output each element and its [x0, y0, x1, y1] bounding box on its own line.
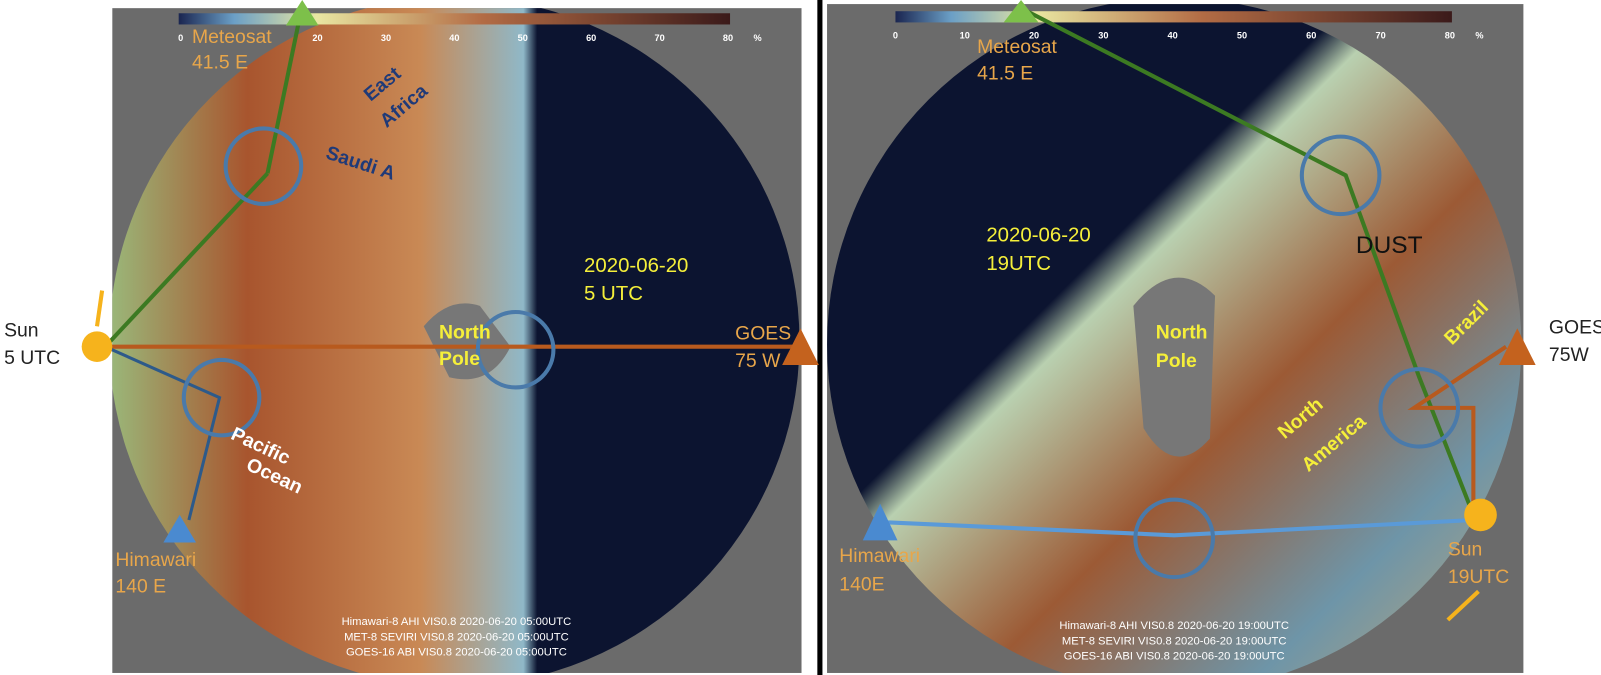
highlight-ring — [1299, 134, 1382, 217]
colorbar-tick-label: 50 — [518, 33, 528, 43]
himawari-marker — [163, 514, 197, 543]
colorbar-tick-label: 0 — [893, 31, 898, 41]
region-label: Pole — [439, 348, 480, 370]
colorbar-tick-label: 70 — [1375, 31, 1385, 41]
satellite-lon: 75 W — [735, 350, 781, 372]
footer-line: GOES-16 ABI VIS0.8 2020-06-20 19:00UTC — [1064, 651, 1285, 663]
highlight-ring — [475, 309, 556, 390]
satellite-lon: 75W — [1549, 344, 1590, 366]
himawari-line — [104, 345, 222, 521]
colorbar-ticks: 0 10 20 30 40 50 60 70 80% — [893, 31, 1484, 41]
colorbar-tick-label: 0 — [178, 33, 183, 43]
time: 5 UTC — [584, 283, 643, 305]
colorbar-tick-label: 20 — [312, 33, 322, 43]
footer-line: GOES-16 ABI VIS0.8 2020-06-20 05:00UTC — [346, 647, 567, 659]
footer-line: Himawari-8 AHI VIS0.8 2020-06-20 19:00UT… — [1059, 620, 1289, 632]
meteosat-marker — [285, 0, 319, 26]
colorbar — [178, 13, 731, 25]
footer-line: MET-8 SEVIRI VIS0.8 2020-06-20 19:00UTC — [1062, 635, 1287, 647]
highlight-ring — [223, 126, 304, 206]
satellite-name: Meteosat — [192, 26, 272, 48]
meteosat-line — [1020, 6, 1476, 516]
satellite-lon: 41.5 E — [977, 63, 1033, 85]
colorbar-ticks: 0 20 30 40 50 60 70 80% — [178, 33, 762, 43]
colorbar-tick-label: 80 — [1445, 31, 1455, 41]
satellite-name: Himawari — [115, 549, 196, 571]
himawari-line — [880, 517, 1474, 538]
goes-line — [1407, 344, 1508, 515]
goes-marker — [782, 328, 819, 366]
region-label: North — [439, 322, 491, 344]
footer-line: MET-8 SEVIRI VIS0.8 2020-06-20 05:00UTC — [344, 631, 569, 643]
sun-label: Sun — [1448, 539, 1483, 561]
satellite-name: Meteosat — [977, 36, 1057, 58]
sun-time: 19UTC — [1448, 566, 1509, 588]
colorbar-tick-label: 80 — [723, 33, 733, 43]
colorbar-tick-label: 40 — [449, 33, 459, 43]
region-label: North — [1156, 322, 1208, 344]
sun-time: 5 UTC — [4, 347, 60, 369]
sun-marker — [1464, 498, 1497, 532]
sun-marker — [81, 331, 113, 362]
colorbar-tick-label: 30 — [381, 33, 391, 43]
colorbar-tick-label: 40 — [1168, 31, 1178, 41]
colorbar-tick-label: 30 — [1098, 31, 1108, 41]
satellite-name: Himawari — [839, 545, 920, 567]
footer-line: Himawari-8 AHI VIS0.8 2020-06-20 05:00UT… — [342, 616, 572, 628]
satellite-lon: 41.5 E — [192, 51, 248, 73]
colorbar — [895, 11, 1452, 23]
time: 19UTC — [986, 253, 1051, 275]
colorbar-unit: % — [754, 33, 762, 43]
colorbar-tick-label: 10 — [960, 31, 970, 41]
satellite-lon: 140E — [839, 573, 884, 595]
sun-label: Sun — [4, 319, 39, 341]
highlight-ring — [1378, 367, 1461, 449]
goes-marker — [1498, 328, 1536, 366]
satellite-name: GOES — [1549, 316, 1601, 338]
colorbar-tick-label: 60 — [586, 33, 596, 43]
sun-arrow — [1446, 589, 1480, 622]
meteosat-line — [103, 171, 270, 349]
satellite-lon: 140 E — [115, 575, 166, 597]
date: 2020-06-20 — [584, 255, 688, 277]
himawari-marker — [862, 503, 898, 541]
region-label: DUST — [1356, 232, 1423, 259]
date: 2020-06-20 — [986, 225, 1090, 247]
colorbar-tick-label: 20 — [1029, 31, 1039, 41]
colorbar-tick-label: 70 — [654, 33, 664, 43]
highlight-ring — [181, 357, 262, 438]
pole-gap — [1133, 277, 1216, 457]
satellite-name: GOES — [735, 323, 791, 345]
region-label: Pole — [1156, 350, 1197, 372]
meteosat-line — [265, 9, 304, 174]
colorbar-tick-label: 60 — [1306, 31, 1316, 41]
colorbar-unit: % — [1475, 31, 1483, 41]
sun-arrow — [94, 290, 105, 327]
highlight-ring — [1133, 497, 1216, 580]
meteosat-marker — [1003, 0, 1039, 23]
colorbar-tick-label: 50 — [1237, 31, 1247, 41]
